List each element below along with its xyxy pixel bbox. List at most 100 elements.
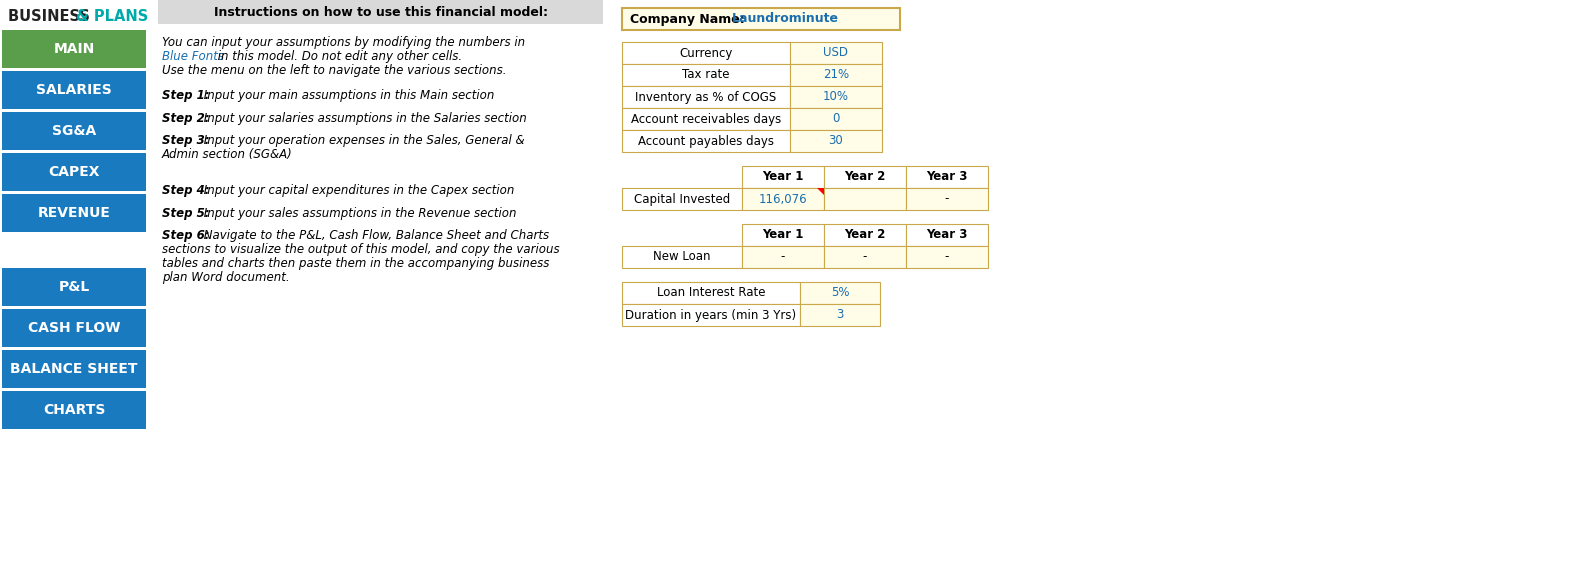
Text: Tax rate: Tax rate <box>682 69 729 82</box>
Text: 30: 30 <box>829 134 843 147</box>
Text: USD: USD <box>824 46 848 59</box>
Text: REVENUE: REVENUE <box>38 206 111 220</box>
Bar <box>0 0 147 587</box>
Bar <box>742 224 824 246</box>
Text: Account receivables days: Account receivables days <box>631 113 781 126</box>
Bar <box>742 166 824 188</box>
Bar <box>621 8 900 30</box>
Text: MAIN: MAIN <box>54 42 95 56</box>
Bar <box>621 282 800 304</box>
Bar <box>742 246 824 268</box>
Text: Input your sales assumptions in the Revenue section: Input your sales assumptions in the Reve… <box>200 207 517 220</box>
Bar <box>800 282 880 304</box>
Text: tables and charts then paste them in the accompanying business: tables and charts then paste them in the… <box>162 257 550 270</box>
Bar <box>2 268 146 306</box>
Text: CASH FLOW: CASH FLOW <box>29 321 120 335</box>
Text: Year 2: Year 2 <box>845 170 886 184</box>
Text: Step 1:: Step 1: <box>162 89 209 102</box>
Bar <box>621 64 789 86</box>
Text: Blue Fonts: Blue Fonts <box>162 50 223 63</box>
Text: Instructions on how to use this financial model:: Instructions on how to use this financia… <box>214 5 547 19</box>
Bar <box>621 42 789 64</box>
Bar <box>907 166 987 188</box>
Text: Year 1: Year 1 <box>762 170 804 184</box>
Text: Step 3:: Step 3: <box>162 134 209 147</box>
Bar <box>789 108 881 130</box>
Bar <box>907 224 987 246</box>
Bar <box>824 224 907 246</box>
Text: -: - <box>945 193 949 205</box>
Bar <box>621 86 789 108</box>
Text: Use the menu on the left to navigate the various sections.: Use the menu on the left to navigate the… <box>162 64 507 77</box>
Text: 3: 3 <box>837 309 843 322</box>
Text: Account payables days: Account payables days <box>639 134 773 147</box>
Bar <box>2 71 146 109</box>
Text: 116,076: 116,076 <box>759 193 807 205</box>
Bar <box>2 309 146 347</box>
Text: Laundrominute: Laundrominute <box>732 12 838 25</box>
Text: CAPEX: CAPEX <box>48 165 100 179</box>
Text: sections to visualize the output of this model, and copy the various: sections to visualize the output of this… <box>162 243 560 256</box>
Bar <box>621 188 742 210</box>
Bar <box>789 130 881 152</box>
Text: in this model. Do not edit any other cells.: in this model. Do not edit any other cel… <box>214 50 463 63</box>
Bar <box>158 0 602 24</box>
Polygon shape <box>816 188 824 195</box>
Bar <box>789 86 881 108</box>
Text: 10%: 10% <box>823 90 850 103</box>
Bar <box>907 188 987 210</box>
Text: Step 6:: Step 6: <box>162 229 209 242</box>
Text: -: - <box>781 251 785 264</box>
Text: Year 3: Year 3 <box>926 228 968 241</box>
Text: Input your salaries assumptions in the Salaries section: Input your salaries assumptions in the S… <box>200 112 526 124</box>
Text: & PLANS: & PLANS <box>76 9 149 24</box>
Text: Step 5:: Step 5: <box>162 207 209 220</box>
Bar <box>742 188 824 210</box>
Text: Input your operation expenses in the Sales, General &: Input your operation expenses in the Sal… <box>200 134 525 147</box>
Text: Navigate to the P&L, Cash Flow, Balance Sheet and Charts: Navigate to the P&L, Cash Flow, Balance … <box>200 229 548 242</box>
Bar <box>621 108 789 130</box>
Text: Year 3: Year 3 <box>926 170 968 184</box>
Bar <box>2 112 146 150</box>
Text: P&L: P&L <box>59 280 90 294</box>
Bar <box>789 42 881 64</box>
Polygon shape <box>5 270 143 303</box>
Text: SG&A: SG&A <box>52 124 97 138</box>
Text: New Loan: New Loan <box>653 251 710 264</box>
Text: Admin section (SG&A): Admin section (SG&A) <box>162 148 293 161</box>
Text: 0: 0 <box>832 113 840 126</box>
Bar <box>824 166 907 188</box>
Text: Input your capital expenditures in the Capex section: Input your capital expenditures in the C… <box>200 184 515 197</box>
Text: -: - <box>862 251 867 264</box>
Text: Year 2: Year 2 <box>845 228 886 241</box>
Text: CHARTS: CHARTS <box>43 403 105 417</box>
Bar <box>2 391 146 429</box>
Bar <box>824 246 907 268</box>
Bar <box>621 246 742 268</box>
Text: Input your main assumptions in this Main section: Input your main assumptions in this Main… <box>200 89 495 102</box>
Bar <box>789 64 881 86</box>
Text: You can input your assumptions by modifying the numbers in: You can input your assumptions by modify… <box>162 36 525 49</box>
Text: SALARIES: SALARIES <box>36 83 113 97</box>
Text: -: - <box>945 251 949 264</box>
Bar <box>2 30 146 68</box>
Text: Currency: Currency <box>680 46 732 59</box>
Bar <box>2 194 146 232</box>
Text: Duration in years (min 3 Yrs): Duration in years (min 3 Yrs) <box>626 309 797 322</box>
Bar <box>800 304 880 326</box>
Text: Inventory as % of COGS: Inventory as % of COGS <box>636 90 777 103</box>
Bar <box>2 153 146 191</box>
Text: 5%: 5% <box>831 286 850 299</box>
Bar <box>907 246 987 268</box>
Text: Step 2:: Step 2: <box>162 112 209 124</box>
Text: 21%: 21% <box>823 69 850 82</box>
Text: Capital Invested: Capital Invested <box>634 193 731 205</box>
Bar <box>2 350 146 388</box>
Bar <box>621 304 800 326</box>
Text: Company Name:: Company Name: <box>629 12 750 25</box>
Text: Loan Interest Rate: Loan Interest Rate <box>656 286 766 299</box>
Text: Step 4:: Step 4: <box>162 184 209 197</box>
Text: Year 1: Year 1 <box>762 228 804 241</box>
Text: BALANCE SHEET: BALANCE SHEET <box>10 362 138 376</box>
Text: plan Word document.: plan Word document. <box>162 271 290 284</box>
